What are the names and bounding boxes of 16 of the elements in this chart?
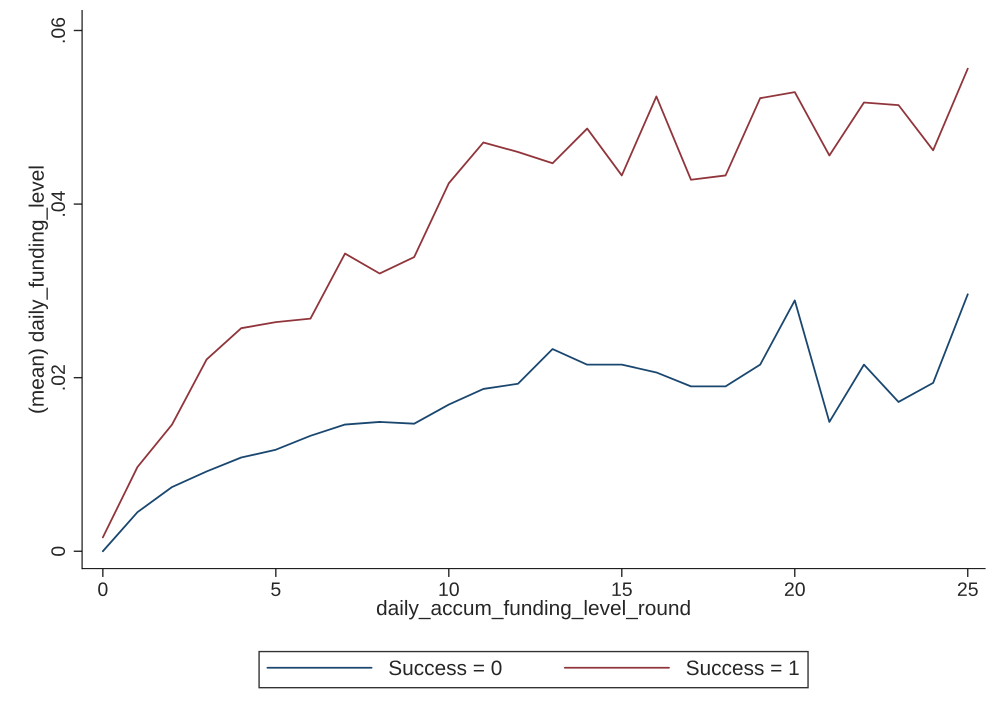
line-series	[102, 68, 969, 538]
legend-label: Success = 1	[686, 660, 799, 676]
x-tick-label: 0	[98, 582, 108, 596]
x-axis-title: daily_accum_funding_level_round	[376, 600, 690, 620]
legend-label: Success = 0	[389, 660, 502, 676]
line-series	[102, 293, 969, 552]
y-tick-label: .02	[51, 365, 66, 390]
y-tick-label: .06	[51, 18, 66, 42]
y-tick-label: 0	[51, 546, 66, 556]
x-tick-label: 10	[439, 582, 459, 596]
y-tick-label: .04	[51, 191, 66, 216]
x-tick-label: 5	[271, 582, 280, 596]
x-tick-label: 15	[612, 582, 632, 596]
x-tick-label: 20	[784, 582, 805, 596]
x-tick-label: 25	[958, 582, 978, 596]
y-axis-title: (mean) daily_funding_level	[28, 166, 48, 413]
